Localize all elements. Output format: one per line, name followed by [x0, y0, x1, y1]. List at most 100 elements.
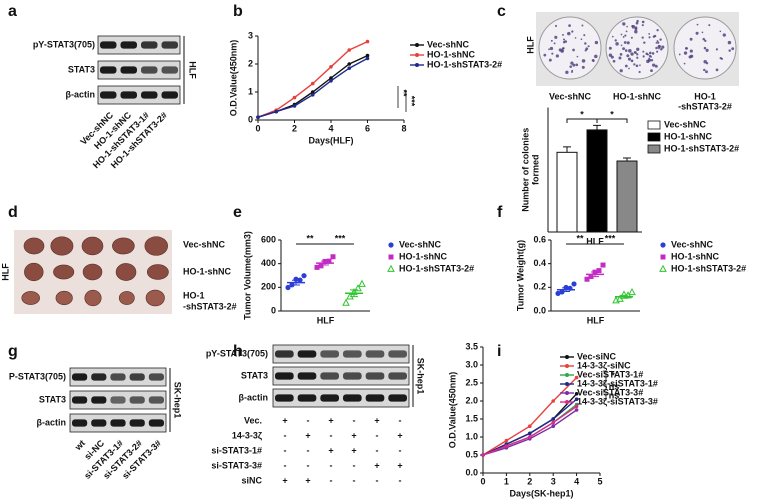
panel-label: i	[497, 343, 501, 360]
legend-swatch	[647, 120, 661, 130]
error-bar	[292, 279, 300, 286]
condition-sign: +	[351, 430, 356, 440]
bar	[586, 129, 608, 233]
colony	[622, 47, 626, 51]
colony	[636, 47, 640, 51]
legend-label: HO-1-shSTAT3-2#	[427, 59, 502, 69]
tumor	[50, 236, 74, 256]
band	[110, 396, 126, 404]
significance-bracket	[397, 86, 407, 112]
y-tick-label: 2	[248, 58, 253, 68]
legend-marker	[565, 400, 569, 404]
colony	[683, 51, 688, 55]
legend-marker	[565, 373, 569, 377]
error-bar	[620, 294, 628, 299]
legend-marker	[388, 242, 394, 248]
tumor	[55, 290, 73, 306]
band	[72, 396, 88, 404]
blot-row-label: pY-STAT3(705)	[33, 39, 95, 49]
colony	[731, 47, 735, 51]
colony	[683, 62, 686, 65]
tumor	[82, 263, 103, 281]
legend-label: 14-3-3ζ-siNC	[577, 360, 631, 370]
error-bar	[562, 287, 570, 292]
colony	[615, 42, 619, 46]
photo-label: HO-1	[183, 290, 205, 300]
legend-label: HO-1-shSTAT3-2#	[664, 143, 739, 153]
colony	[656, 50, 659, 53]
colony	[715, 48, 718, 51]
panel-label: c	[497, 3, 506, 20]
colony	[642, 55, 645, 58]
x-axis-label: Days(HLF)	[308, 135, 353, 145]
point	[365, 53, 370, 58]
blot-row-label: β-actin	[239, 392, 269, 402]
condition-sign: +	[374, 460, 379, 470]
colony	[689, 49, 693, 53]
colony	[555, 54, 559, 58]
point	[301, 273, 307, 279]
colony	[565, 70, 569, 74]
y-tick-label: 1.5	[465, 413, 478, 423]
colony	[626, 54, 630, 58]
annotation: *	[610, 109, 614, 119]
legend-label: HO-1-shSTAT3-2#	[399, 263, 474, 273]
point	[574, 397, 579, 402]
colony	[561, 47, 565, 50]
band	[120, 41, 137, 49]
colony	[626, 25, 628, 28]
y-tick-label: 0.5	[465, 449, 478, 459]
band	[161, 66, 178, 74]
point	[504, 438, 509, 443]
legend-label: Vec-shNC	[399, 239, 442, 249]
colony	[554, 24, 558, 27]
tumor	[21, 291, 40, 305]
point	[600, 262, 606, 268]
tumor	[144, 236, 168, 256]
point	[528, 431, 532, 436]
point	[571, 281, 577, 287]
colony	[574, 37, 577, 39]
legend-label: Vec-siSTAT3-1#	[577, 369, 643, 379]
colony	[658, 47, 660, 50]
point	[628, 287, 636, 296]
colony	[636, 19, 639, 23]
legend-label: 14-3-3ζ-siSTAT3-1#	[577, 378, 658, 388]
panel-label: b	[233, 3, 243, 20]
photo-label: Vec-shNC	[183, 239, 226, 249]
band	[161, 41, 178, 49]
colony	[642, 50, 645, 53]
x-axis-label: HLF	[586, 236, 604, 246]
band	[148, 373, 164, 381]
colony	[728, 49, 731, 52]
colony	[625, 30, 628, 33]
tumor	[24, 262, 44, 282]
point	[574, 375, 579, 380]
legend-marker	[388, 254, 394, 260]
point	[342, 298, 350, 306]
legend-swatch	[647, 144, 661, 154]
point	[285, 284, 291, 291]
colony	[659, 38, 662, 41]
legend-marker	[659, 264, 667, 272]
colony	[658, 45, 661, 48]
legend-label: Vec-shNC	[427, 39, 470, 49]
colony	[553, 42, 556, 45]
condition-sign: -	[330, 460, 333, 470]
condition-label: si-STAT3-3#	[211, 460, 262, 470]
point	[330, 254, 336, 260]
legend-label: 14-3-3ζ-siSTAT3-3#	[577, 396, 658, 406]
photo-label: HO-1-shNC	[183, 266, 232, 276]
y-axis-label: Tumor Volume(mm3)	[242, 231, 252, 320]
band	[297, 394, 317, 402]
colony	[702, 37, 705, 41]
colony	[630, 36, 633, 39]
y-tick-label: 0	[248, 114, 253, 124]
legend-label: HO-1-shNC	[671, 251, 720, 261]
tumor	[112, 237, 135, 255]
legend-marker	[415, 53, 419, 57]
colony	[575, 63, 579, 67]
cell-line-label: HLF	[188, 61, 198, 79]
annotation: ns	[609, 390, 620, 400]
